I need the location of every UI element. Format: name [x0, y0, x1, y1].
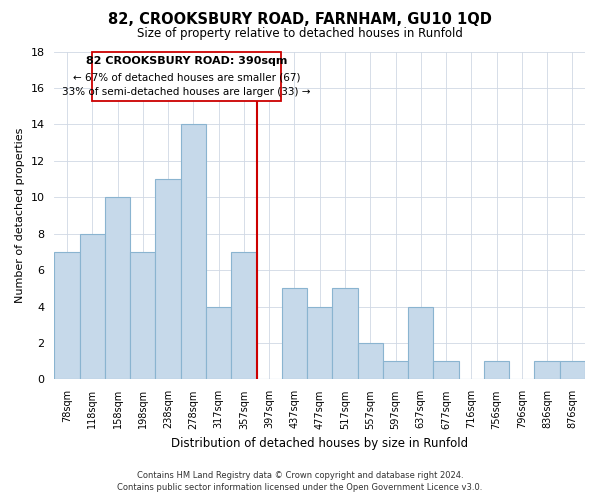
- Bar: [484, 361, 509, 380]
- FancyBboxPatch shape: [92, 52, 281, 100]
- Text: 33% of semi-detached houses are larger (33) →: 33% of semi-detached houses are larger (…: [62, 88, 311, 98]
- Bar: [332, 288, 358, 380]
- Bar: [307, 306, 332, 380]
- Bar: [433, 361, 458, 380]
- Bar: [383, 361, 408, 380]
- Bar: [282, 288, 307, 380]
- Y-axis label: Number of detached properties: Number of detached properties: [15, 128, 25, 303]
- Bar: [130, 252, 155, 380]
- Bar: [408, 306, 433, 380]
- X-axis label: Distribution of detached houses by size in Runfold: Distribution of detached houses by size …: [171, 437, 468, 450]
- Bar: [105, 198, 130, 380]
- Text: 82 CROOKSBURY ROAD: 390sqm: 82 CROOKSBURY ROAD: 390sqm: [86, 56, 287, 66]
- Bar: [535, 361, 560, 380]
- Bar: [80, 234, 105, 380]
- Text: 82, CROOKSBURY ROAD, FARNHAM, GU10 1QD: 82, CROOKSBURY ROAD, FARNHAM, GU10 1QD: [108, 12, 492, 28]
- Bar: [560, 361, 585, 380]
- Bar: [206, 306, 231, 380]
- Bar: [155, 179, 181, 380]
- Bar: [181, 124, 206, 380]
- Text: Size of property relative to detached houses in Runfold: Size of property relative to detached ho…: [137, 28, 463, 40]
- Bar: [231, 252, 257, 380]
- Bar: [55, 252, 80, 380]
- Text: ← 67% of detached houses are smaller (67): ← 67% of detached houses are smaller (67…: [73, 72, 300, 82]
- Text: Contains HM Land Registry data © Crown copyright and database right 2024.
Contai: Contains HM Land Registry data © Crown c…: [118, 471, 482, 492]
- Bar: [358, 343, 383, 380]
